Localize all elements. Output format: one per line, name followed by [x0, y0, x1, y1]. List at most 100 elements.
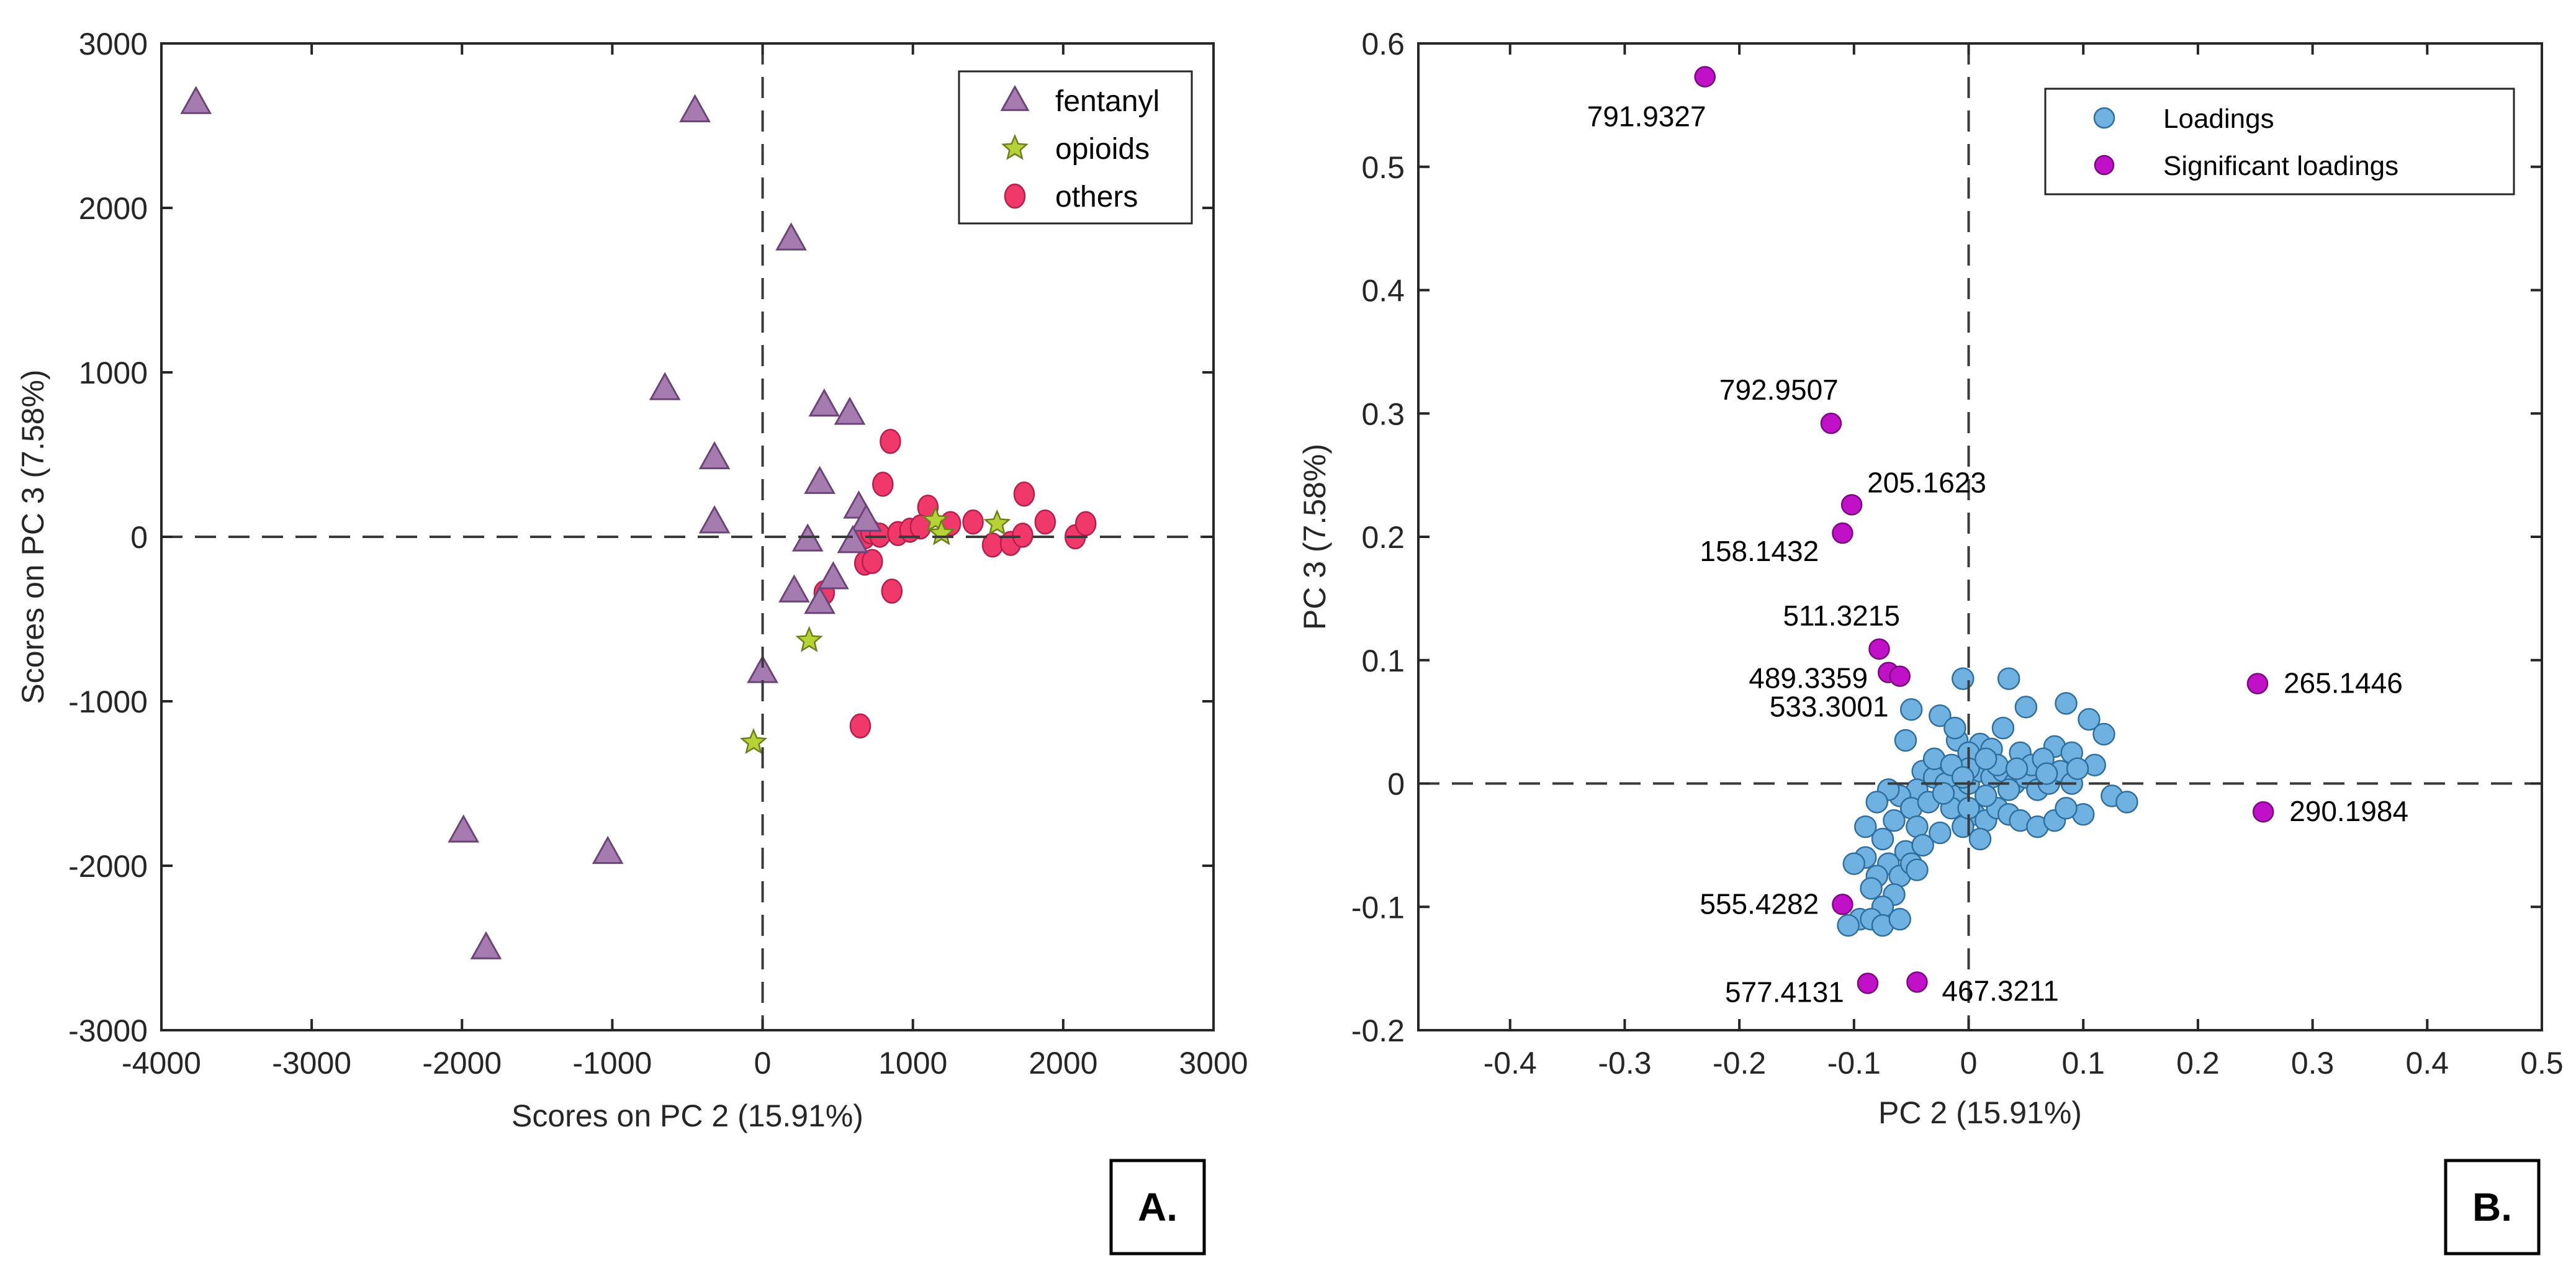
significant-loading-point	[2252, 801, 2274, 823]
significant-loading-point	[1820, 412, 1842, 434]
loading-point	[1860, 877, 1883, 900]
legend-label-fentanyl: fentanyl	[1055, 85, 1160, 118]
panel-a-x-tick-label: 1000	[878, 1046, 947, 1080]
panel-a-y-tick-label: 3000	[79, 27, 148, 61]
panel-b-y-tick-label: 0.2	[1361, 520, 1405, 555]
panel-a-ticks: -4000 -3000 -2000 -1000 0 1000 2000 3000-3000-2…	[68, 27, 1248, 1080]
legend-marker-significant-loadings	[2094, 155, 2115, 176]
panel-b-x-tick-label: 0.1	[2061, 1046, 2105, 1080]
significant-loading-label: 265.1446	[2284, 667, 2403, 699]
significant-loading-point	[1906, 971, 1928, 993]
significant-loading-label: 158.1432	[1700, 535, 1819, 567]
fentanyl-point	[180, 86, 212, 114]
significant-loading-label: 467.3211	[1942, 974, 2058, 1007]
panel-b-x-tick-label: -0.1	[1827, 1046, 1881, 1080]
panel-a-y-tick-label: -2000	[68, 849, 148, 884]
panel-b-y-tick-label: 0.1	[1361, 644, 1405, 678]
panel-b-x-tick-label: 0.3	[2291, 1046, 2335, 1080]
panel-a-y-tick-label: 0	[130, 520, 148, 555]
fentanyl-point	[698, 505, 731, 534]
panel-b-y-tick-label: 0.4	[1361, 274, 1405, 308]
panel-b-y-tick-label: -0.1	[1351, 890, 1405, 925]
legend-label-others: others	[1055, 181, 1138, 213]
legend-label-significant-loadings: Significant loadings	[2163, 151, 2398, 181]
opioid-point	[983, 509, 1011, 536]
significant-loading-point	[1832, 894, 1853, 915]
fentanyl-point	[448, 814, 480, 843]
panel-a-y-axis-label: Scores on PC 3 (7.58%)	[16, 369, 50, 704]
fentanyl-point	[778, 574, 810, 603]
panel-b-x-tick-label: 0	[1960, 1046, 1978, 1080]
opioid-point	[795, 626, 823, 652]
panel-a-x-axis-label: Scores on PC 2 (15.91%)	[511, 1098, 863, 1133]
panel-b-tag: B.	[2472, 1185, 2512, 1229]
loading-point	[1968, 827, 1992, 851]
others-point	[872, 471, 894, 497]
panel-b-y-tick-label: 0.6	[1361, 27, 1405, 61]
loading-point	[2055, 797, 2078, 820]
significant-loading-label: 205.1623	[1867, 466, 1986, 498]
panel-b-y-tick-label: 0.3	[1361, 397, 1405, 431]
significant-loading-point	[2246, 673, 2269, 694]
panel-b-legend: Loadings Significant loadings	[2044, 88, 2515, 195]
fentanyl-point	[834, 397, 866, 425]
significant-loading-label: 290.1984	[2289, 795, 2408, 827]
legend-item-significant-loadings: Significant loadings	[2094, 151, 2398, 181]
opioid-point	[739, 728, 768, 755]
significant-loading-point	[1868, 638, 1890, 660]
others-point	[1034, 509, 1056, 535]
fentanyl-point	[804, 585, 835, 614]
fentanyl-point	[649, 372, 681, 400]
fentanyl-point	[470, 931, 502, 959]
panel-a-y-tick-label: 2000	[79, 191, 148, 226]
loading-point	[2092, 722, 2115, 746]
others-point	[880, 429, 901, 454]
fentanyl-point	[808, 388, 840, 417]
legend-marker-others	[1004, 183, 1026, 209]
significant-loading-label: 489.3359	[1749, 662, 1868, 694]
panel-b-x-axis-label: PC 2 (15.91%)	[1878, 1095, 2082, 1130]
panel-a-x-tick-label: 0	[754, 1046, 772, 1080]
legend-marker-loadings	[2093, 107, 2115, 129]
panel-b-markers	[1837, 667, 2138, 937]
loading-point	[2014, 696, 2038, 719]
others-point	[1012, 523, 1034, 548]
loading-point	[1943, 716, 1966, 740]
fentanyl-point	[775, 222, 807, 251]
panel-b-y-tick-label: 0	[1387, 767, 1405, 802]
others-point	[1074, 511, 1097, 537]
fentanyl-point	[804, 465, 835, 494]
panel-a-scores-plot: -4000 -3000 -2000 -1000 0 1000 2000 3000-3000-2…	[16, 27, 1248, 1255]
others-point	[862, 549, 883, 574]
loading-point	[2078, 707, 2101, 731]
fentanyl-point	[698, 441, 731, 470]
loading-point	[1899, 698, 1923, 721]
panel-a-x-tick-label: -2000	[422, 1046, 502, 1080]
panel-a-x-tick-label: 2000	[1029, 1046, 1097, 1080]
loading-point	[1888, 907, 1911, 931]
loading-point	[1871, 827, 1894, 851]
loading-point	[1974, 747, 1997, 770]
loading-point	[1929, 704, 1952, 727]
significant-loading-label: 791.9327	[1587, 101, 1706, 133]
panel-b-y-tick-label: -0.2	[1351, 1013, 1405, 1048]
loading-point	[1842, 852, 1866, 875]
significant-loading-label: 533.3001	[1770, 691, 1889, 723]
legend-marker-opioids	[1001, 133, 1029, 160]
legend-item-loadings: Loadings	[2093, 104, 2274, 134]
fentanyl-point	[817, 561, 849, 590]
loading-point	[1952, 667, 1975, 690]
panel-a-tag: A.	[1138, 1185, 1178, 1229]
loading-point	[2035, 762, 2058, 785]
panel-b-ticks: -0.4 -0.3 -0.2 -0.1 0 0.1 0.2 0.3 0.4 0.5 -0.2 -0.1…	[1351, 27, 2564, 1080]
loading-point	[1883, 809, 1906, 832]
fentanyl-point	[850, 503, 883, 532]
fentanyl-point	[592, 835, 624, 865]
panel-a-x-tick-label: -1000	[572, 1046, 652, 1080]
legend-label-opioids: opioids	[1055, 133, 1150, 166]
loading-point	[1906, 858, 1929, 881]
panel-b-y-axis-label: PC 3 (7.58%)	[1297, 444, 1332, 630]
significant-loading-label: 511.3215	[1783, 600, 1899, 632]
panel-a-x-tick-label: 3000	[1179, 1046, 1248, 1080]
